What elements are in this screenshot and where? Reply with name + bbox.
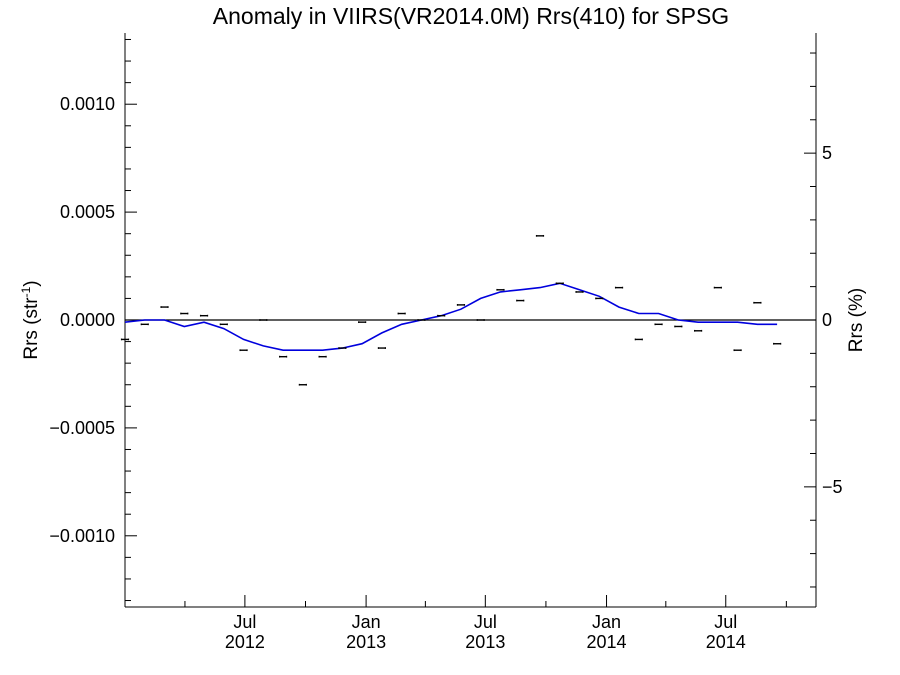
anomaly-point: [654, 323, 663, 326]
x-tick-label-month: Jul: [233, 612, 256, 632]
axis-tick-labels: 0.00100.00050.0000−0.0005−0.001050−5Jul2…: [49, 94, 842, 652]
anomaly-point: [318, 355, 327, 358]
y-axis-label-right: Rrs (%): [846, 288, 867, 352]
y-axis-label-left-superscript: -1: [19, 286, 33, 297]
anomaly-point: [180, 312, 189, 315]
anomaly-point: [377, 347, 387, 349]
anomaly-point: [753, 301, 762, 304]
y-left-tick-label: 0.0005: [60, 202, 115, 222]
y-left-tick-label: −0.0005: [49, 418, 115, 438]
anomaly-point: [219, 323, 228, 326]
x-tick-label-year: 2013: [346, 632, 386, 652]
anomaly-point: [437, 314, 446, 317]
anomaly-point: [358, 321, 367, 324]
y-left-tick-label: 0.0010: [60, 94, 115, 114]
anomaly-point: [259, 319, 268, 321]
y-axis-label-left: Rrs (str-1): [19, 280, 42, 359]
y-right-tick-label: −5: [822, 477, 843, 497]
x-tick-label-month: Jul: [474, 612, 497, 632]
anomaly-points: [120, 234, 782, 386]
anomaly-point: [298, 383, 307, 386]
anomaly-point: [555, 282, 564, 285]
anomaly-point: [674, 325, 683, 328]
x-tick-label-month: Jan: [352, 612, 381, 632]
anomaly-point: [595, 297, 604, 300]
anomaly-point: [239, 349, 248, 352]
anomaly-point: [120, 338, 130, 341]
x-tick-label-month: Jul: [714, 612, 737, 632]
x-tick-label-month: Jan: [592, 612, 621, 632]
y-axis-label-left-close: ): [21, 280, 42, 286]
axis-ticks: [125, 38, 816, 607]
anomaly-point: [535, 234, 545, 237]
anomaly-point: [773, 342, 782, 345]
y-left-tick-label: 0.0000: [60, 310, 115, 330]
anomaly-point: [160, 306, 169, 308]
anomaly-point: [456, 304, 466, 306]
x-tick-label-year: 2012: [225, 632, 265, 652]
anomaly-point: [516, 299, 525, 302]
anomaly-point: [634, 338, 643, 341]
y-right-tick-label: 5: [822, 143, 832, 163]
anomaly-point: [713, 286, 722, 289]
anomaly-point: [140, 323, 149, 326]
chart-title: Anomaly in VIIRS(VR2014.0M) Rrs(410) for…: [213, 3, 729, 29]
anomaly-point: [199, 314, 209, 317]
y-left-tick-label: −0.0010: [49, 526, 115, 546]
y-right-tick-label: 0: [822, 310, 832, 330]
x-tick-label-year: 2014: [706, 632, 746, 652]
anomaly-point: [575, 291, 584, 293]
anomaly-point: [417, 319, 426, 321]
anomaly-point: [338, 347, 347, 349]
x-tick-label-year: 2013: [465, 632, 505, 652]
x-tick-label-year: 2014: [587, 632, 627, 652]
smoothed-anomaly-line: [124, 282, 778, 351]
anomaly-point: [733, 349, 742, 352]
anomaly-point: [397, 312, 406, 315]
anomaly-point: [476, 319, 485, 321]
anomaly-point: [496, 288, 505, 291]
anomaly-point: [278, 355, 288, 358]
anomaly-point: [614, 286, 624, 289]
y-axis-label-left-text: Rrs (str: [21, 297, 42, 360]
anomaly-point: [693, 329, 703, 332]
